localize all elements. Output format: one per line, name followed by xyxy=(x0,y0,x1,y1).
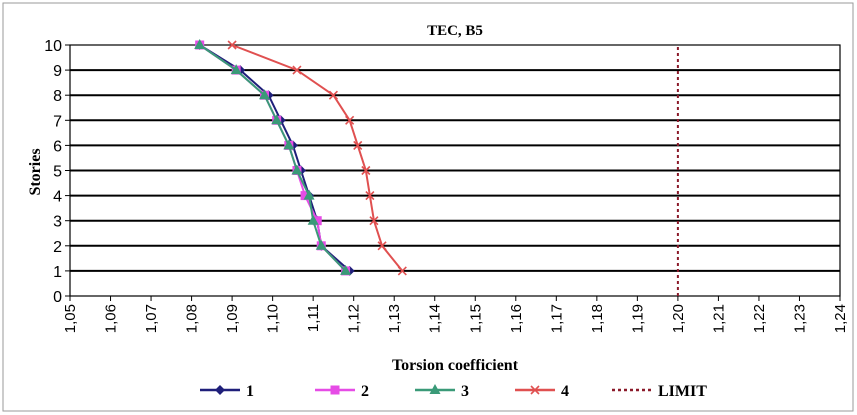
x-tick-label: 1,18 xyxy=(589,304,606,333)
x-tick-label: 1,21 xyxy=(710,304,727,333)
x-tick-label: 1,19 xyxy=(629,304,646,333)
legend-label: 3 xyxy=(461,383,469,400)
y-tick-label: 6 xyxy=(53,138,62,155)
x-tick-label: 1,10 xyxy=(265,304,282,333)
x-tick-label: 1,05 xyxy=(62,304,79,333)
y-tick-label: 2 xyxy=(53,239,62,256)
x-tick-label: 1,24 xyxy=(832,304,849,333)
chart-title: TEC, B5 xyxy=(427,23,483,39)
legend-label: LIMIT xyxy=(658,383,707,400)
y-tick-label: 8 xyxy=(53,88,62,105)
x-tick-label: 1,13 xyxy=(386,304,403,333)
x-tick-label: 1,08 xyxy=(184,304,201,333)
legend-label: 2 xyxy=(361,383,369,400)
x-tick-label: 1,22 xyxy=(751,304,768,333)
x-tick-label: 1,09 xyxy=(224,304,241,333)
x-tick-label: 1,07 xyxy=(143,304,160,333)
legend-marker xyxy=(331,386,340,395)
y-tick-label: 0 xyxy=(53,289,62,306)
y-tick-label: 5 xyxy=(53,164,62,181)
x-tick-label: 1,11 xyxy=(305,304,322,332)
y-tick-label: 4 xyxy=(53,189,62,206)
y-axis-title: Stories xyxy=(27,148,44,195)
y-tick-label: 1 xyxy=(53,264,62,281)
legend-label: 4 xyxy=(561,383,569,400)
y-tick-label: 10 xyxy=(44,38,62,55)
x-tick-label: 1,16 xyxy=(508,304,525,333)
x-tick-label: 1,17 xyxy=(548,304,565,333)
x-tick-label: 1,06 xyxy=(103,304,120,333)
x-tick-label: 1,14 xyxy=(427,304,444,333)
y-tick-label: 9 xyxy=(53,63,62,80)
x-tick-label: 1,15 xyxy=(467,304,484,333)
legend-label: 1 xyxy=(246,383,254,400)
x-tick-label: 1,23 xyxy=(791,304,808,333)
x-axis-title: Torsion coefficient xyxy=(392,357,519,374)
x-tick-label: 1,12 xyxy=(346,304,363,333)
y-tick-label: 7 xyxy=(53,113,62,130)
y-tick-label: 3 xyxy=(53,214,62,231)
x-tick-label: 1,20 xyxy=(670,304,687,333)
